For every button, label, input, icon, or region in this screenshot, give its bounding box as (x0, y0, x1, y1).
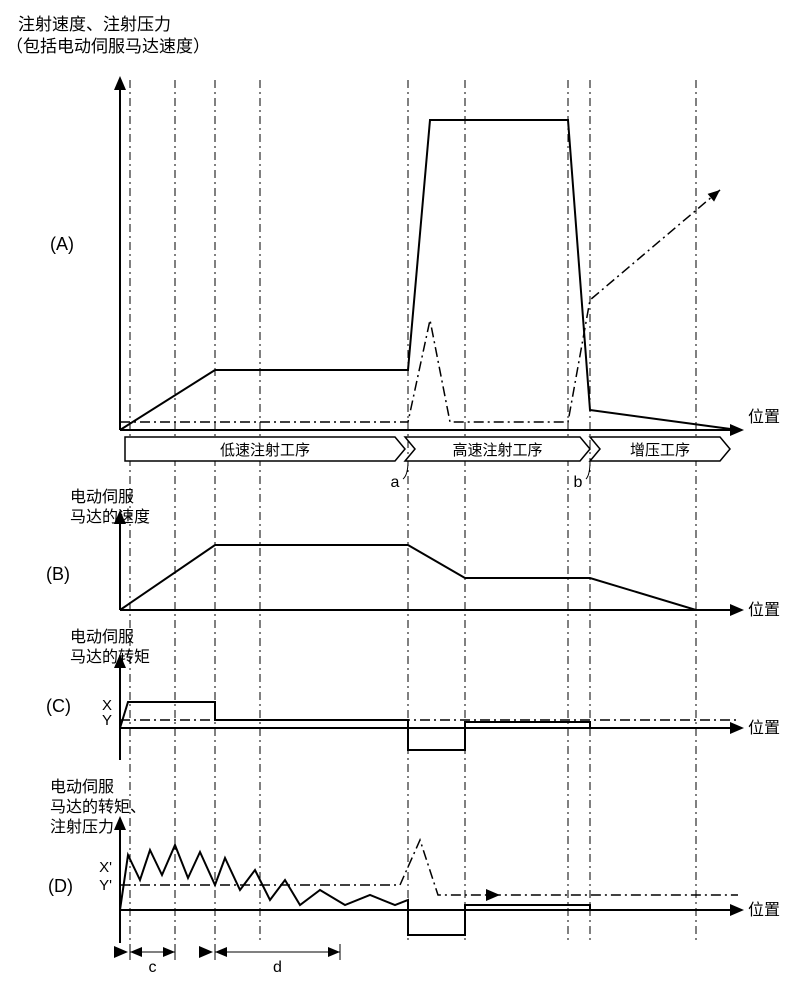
panelB-xlabel: 位置 (748, 601, 780, 619)
panel-D-label: (D) (48, 876, 73, 896)
svg-text:电动伺服: 电动伺服 (50, 778, 114, 796)
panel-C-label: (C) (46, 696, 71, 716)
phase-label-1: 高速注射工序 (452, 442, 542, 459)
bracket-c: c (149, 959, 157, 976)
panelD-X: X' (99, 859, 112, 876)
svg-text:马达的转矩、: 马达的转矩、 (50, 798, 146, 816)
panelA-solid (120, 120, 738, 430)
svg-text:电动伺服: 电动伺服 (70, 628, 134, 646)
svg-text:马达的速度: 马达的速度 (70, 508, 150, 526)
panelB-solid (120, 545, 738, 610)
diagram-root: 注射速度、注射压力 （包括电动伺服马达速度） 位置 (A) 低速注射工序 高速注射工序 增压… (0, 0, 787, 1000)
svg-text:注射压力: 注射压力 (50, 818, 114, 836)
header-line1: 注射速度、注射压力 (18, 15, 171, 34)
callout-a: a (391, 474, 400, 491)
phase-label-2: 增压工序 (630, 442, 690, 459)
panel-A-label: (A) (50, 234, 74, 254)
phase-bar: 低速注射工序 高速注射工序 增压工序 a b (125, 437, 730, 491)
panel-D: 电动伺服马达的转矩、注射压力位置 (D) X'Y' c d (48, 778, 780, 976)
panel-A: 位置 (A) (50, 76, 780, 436)
bracket-d: d (273, 959, 282, 976)
vertical-guides (130, 80, 696, 940)
panel-B: 电动伺服马达的速度位置 (B) (46, 488, 780, 619)
svg-text:马达的转矩: 马达的转矩 (70, 648, 150, 666)
panelA-xlabel: 位置 (748, 408, 780, 426)
panelD-Y: Y' (99, 877, 112, 894)
panel-C: 电动伺服马达的转矩位置(C)XY (46, 628, 780, 760)
header: 注射速度、注射压力 （包括电动伺服马达速度） (6, 15, 210, 56)
callout-b: b (574, 474, 583, 491)
panelC-solid (120, 702, 738, 750)
panelC-Y: Y (102, 712, 112, 729)
panelC-xlabel: 位置 (748, 719, 780, 737)
svg-text:电动伺服: 电动伺服 (70, 488, 134, 506)
panelD-xlabel: 位置 (748, 901, 780, 919)
panel-B-label: (B) (46, 564, 70, 584)
phase-label-0: 低速注射工序 (220, 442, 310, 459)
panelD-dashdot (120, 840, 738, 895)
panelD-solid (120, 845, 738, 935)
header-line2: （包括电动伺服马达速度） (6, 37, 210, 56)
